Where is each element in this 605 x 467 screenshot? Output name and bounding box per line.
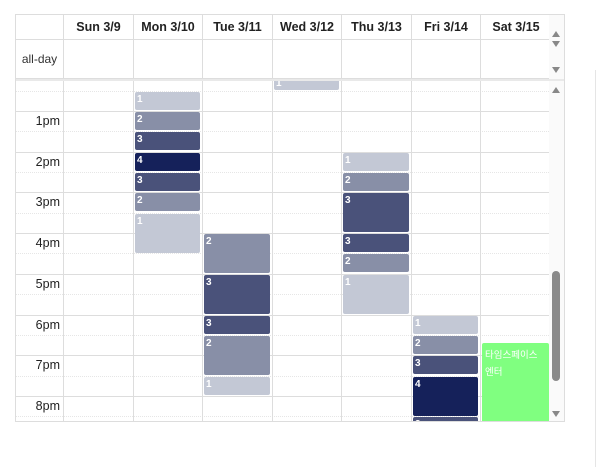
all-day-cell[interactable] xyxy=(272,40,341,78)
time-label: 7pm xyxy=(35,358,60,372)
calendar-event[interactable]: 4 xyxy=(413,377,478,416)
day-header-2[interactable]: Mon 3/10 xyxy=(133,15,202,39)
time-slot-line xyxy=(16,253,551,254)
calendar-event[interactable]: 타임스페이스 엔터 xyxy=(482,343,549,421)
calendar-event[interactable]: 4 xyxy=(135,153,200,171)
calendar-event[interactable]: 3 xyxy=(135,132,200,150)
all-day-cell[interactable] xyxy=(480,40,551,78)
day-column-line xyxy=(480,81,481,421)
all-day-cell[interactable] xyxy=(341,40,411,78)
time-label: 5pm xyxy=(35,277,60,291)
time-label: 2pm xyxy=(35,155,60,169)
header-scroll-down-icon[interactable] xyxy=(552,41,560,47)
calendar-event[interactable]: 1 xyxy=(274,81,339,90)
time-slot-line xyxy=(16,233,551,234)
allday-scroll-down-icon[interactable] xyxy=(552,67,560,73)
all-day-cell[interactable] xyxy=(202,40,272,78)
day-header-6[interactable]: Fri 3/14 xyxy=(411,15,480,39)
calendar-event[interactable]: 2 xyxy=(204,234,270,273)
header-scroll-up-icon[interactable] xyxy=(552,31,560,37)
time-slot-line xyxy=(16,416,551,417)
time-slot-line xyxy=(16,131,551,132)
time-slot-line xyxy=(16,91,551,92)
calendar-event[interactable]: 1 xyxy=(204,377,270,395)
day-header-3[interactable]: Tue 3/11 xyxy=(202,15,272,39)
day-column-line xyxy=(202,81,203,421)
time-label: 1pm xyxy=(35,114,60,128)
day-column-line xyxy=(341,81,342,421)
time-label: 8pm xyxy=(35,399,60,413)
day-column-line xyxy=(133,81,134,421)
vertical-scrollbar[interactable] xyxy=(549,81,564,421)
all-day-row: all-day xyxy=(16,40,551,79)
all-day-cell[interactable] xyxy=(63,40,133,78)
calendar-event[interactable]: 3 xyxy=(204,275,270,314)
calendar-event[interactable]: 2 xyxy=(135,112,200,130)
calendar-event[interactable]: 2 xyxy=(135,193,200,211)
time-label: 6pm xyxy=(35,318,60,332)
side-panel-edge xyxy=(595,70,605,467)
all-day-label: all-day xyxy=(21,52,58,66)
calendar-event[interactable]: 2 xyxy=(343,173,409,191)
day-header-1[interactable]: Sun 3/9 xyxy=(63,15,133,39)
time-slot-line xyxy=(16,152,551,153)
calendar-event[interactable]: 3 xyxy=(343,193,409,232)
time-slot-line xyxy=(16,192,551,193)
header-divider xyxy=(16,79,564,81)
time-slot-line xyxy=(16,355,551,356)
calendar-event[interactable]: 3 xyxy=(343,234,409,252)
time-grid[interactable]: 1pm 2pm 3pm 4pm 5pm 6pm 7pm 8pm 1 2 3 4 3 2 1 2 3 3 2 1 1 1 2 3… xyxy=(16,81,551,421)
time-slot-line xyxy=(16,315,551,316)
time-slot-line xyxy=(16,111,551,112)
time-slot-line xyxy=(16,172,551,173)
day-header-row: Sun 3/9 Mon 3/10 Tue 3/11 Wed 3/12 Thu 3/13 F… xyxy=(16,15,551,40)
all-day-cell[interactable] xyxy=(133,40,202,78)
day-column-line xyxy=(272,81,273,421)
time-slot-line xyxy=(16,396,551,397)
calendar-event[interactable]: 3 xyxy=(204,316,270,334)
header-scrollbar[interactable] xyxy=(549,15,564,79)
calendar-event[interactable]: 1 xyxy=(343,275,409,314)
calendar-event[interactable]: 1 xyxy=(135,92,200,110)
day-column-line xyxy=(411,81,412,421)
calendar-event[interactable]: 3 xyxy=(413,417,478,421)
day-header-5[interactable]: Thu 3/13 xyxy=(341,15,411,39)
calendar-event[interactable]: 1 xyxy=(135,214,200,253)
calendar-event[interactable]: 3 xyxy=(135,173,200,191)
time-slot-line xyxy=(16,376,551,377)
day-column-line xyxy=(63,81,64,421)
scroll-down-icon[interactable] xyxy=(552,411,560,417)
time-slot-line xyxy=(16,274,551,275)
calendar-event[interactable]: 1 xyxy=(413,316,478,334)
day-header-7[interactable]: Sat 3/15 xyxy=(480,15,551,39)
time-label: 3pm xyxy=(35,195,60,209)
time-slot-line xyxy=(16,294,551,295)
week-calendar: Sun 3/9 Mon 3/10 Tue 3/11 Wed 3/12 Thu 3/13 F… xyxy=(15,14,565,422)
time-slot-line xyxy=(16,213,551,214)
scroll-up-icon[interactable] xyxy=(552,87,560,93)
time-label: 4pm xyxy=(35,236,60,250)
calendar-event[interactable]: 1 xyxy=(343,153,409,171)
calendar-event[interactable]: 3 xyxy=(413,356,478,374)
day-header-4[interactable]: Wed 3/12 xyxy=(272,15,341,39)
calendar-event[interactable]: 2 xyxy=(413,336,478,354)
scrollbar-thumb[interactable] xyxy=(552,271,560,381)
all-day-cell[interactable] xyxy=(411,40,480,78)
calendar-event[interactable]: 2 xyxy=(343,254,409,272)
calendar-event[interactable]: 2 xyxy=(204,336,270,375)
time-slot-line xyxy=(16,335,551,336)
